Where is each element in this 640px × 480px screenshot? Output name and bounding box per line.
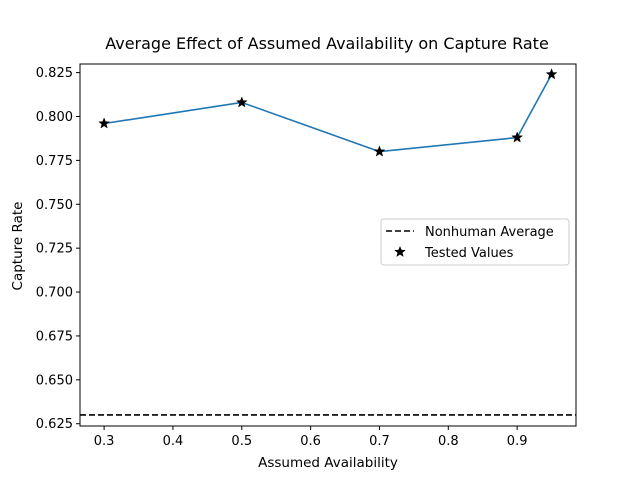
series-line-capture-rate [103, 73, 553, 153]
y-tick-label: 0.625 [36, 417, 73, 432]
y-tick-label: 0.750 [36, 198, 73, 213]
y-tick-label: 0.775 [36, 154, 73, 169]
tested-value-point [373, 145, 386, 157]
x-tick-label: 0.3 [94, 434, 115, 449]
y-tick-label: 0.800 [36, 110, 73, 125]
y-tick-label: 0.825 [36, 66, 73, 81]
legend: Nonhuman Average Tested Values [380, 218, 570, 266]
tested-value-point [235, 96, 248, 108]
y-axis-label: Capture Rate [10, 202, 26, 291]
tested-value-point [511, 131, 524, 143]
chart-title: Average Effect of Assumed Availability o… [105, 34, 549, 53]
y-tick-label: 0.675 [36, 329, 73, 344]
x-tick-label: 0.9 [507, 434, 528, 449]
legend-frame [380, 218, 570, 266]
y-tick-label: 0.725 [36, 242, 73, 257]
x-tick-label: 0.8 [438, 434, 459, 449]
legend-swatch-tested-values [394, 245, 406, 258]
x-tick-label: 0.6 [300, 434, 321, 449]
x-tick-label: 0.7 [369, 434, 390, 449]
legend-label-nonhuman-average: Nonhuman Average [425, 225, 554, 240]
legend-label-tested-values: Tested Values [424, 246, 514, 261]
y-tick-label: 0.650 [36, 373, 73, 388]
x-axis-label: Assumed Availability [258, 455, 398, 471]
tested-value-point [545, 68, 558, 80]
plot-area [80, 68, 576, 416]
x-tick-label: 0.4 [163, 434, 184, 449]
x-tick-label: 0.5 [231, 434, 252, 449]
axes: 0.3 0.4 0.5 0.6 0.7 0.8 0.9 0.625 0.650 0.675 0.70… [36, 63, 577, 449]
plot-frame [79, 63, 577, 427]
y-tick-label: 0.700 [36, 286, 73, 301]
tested-value-point [98, 117, 111, 129]
